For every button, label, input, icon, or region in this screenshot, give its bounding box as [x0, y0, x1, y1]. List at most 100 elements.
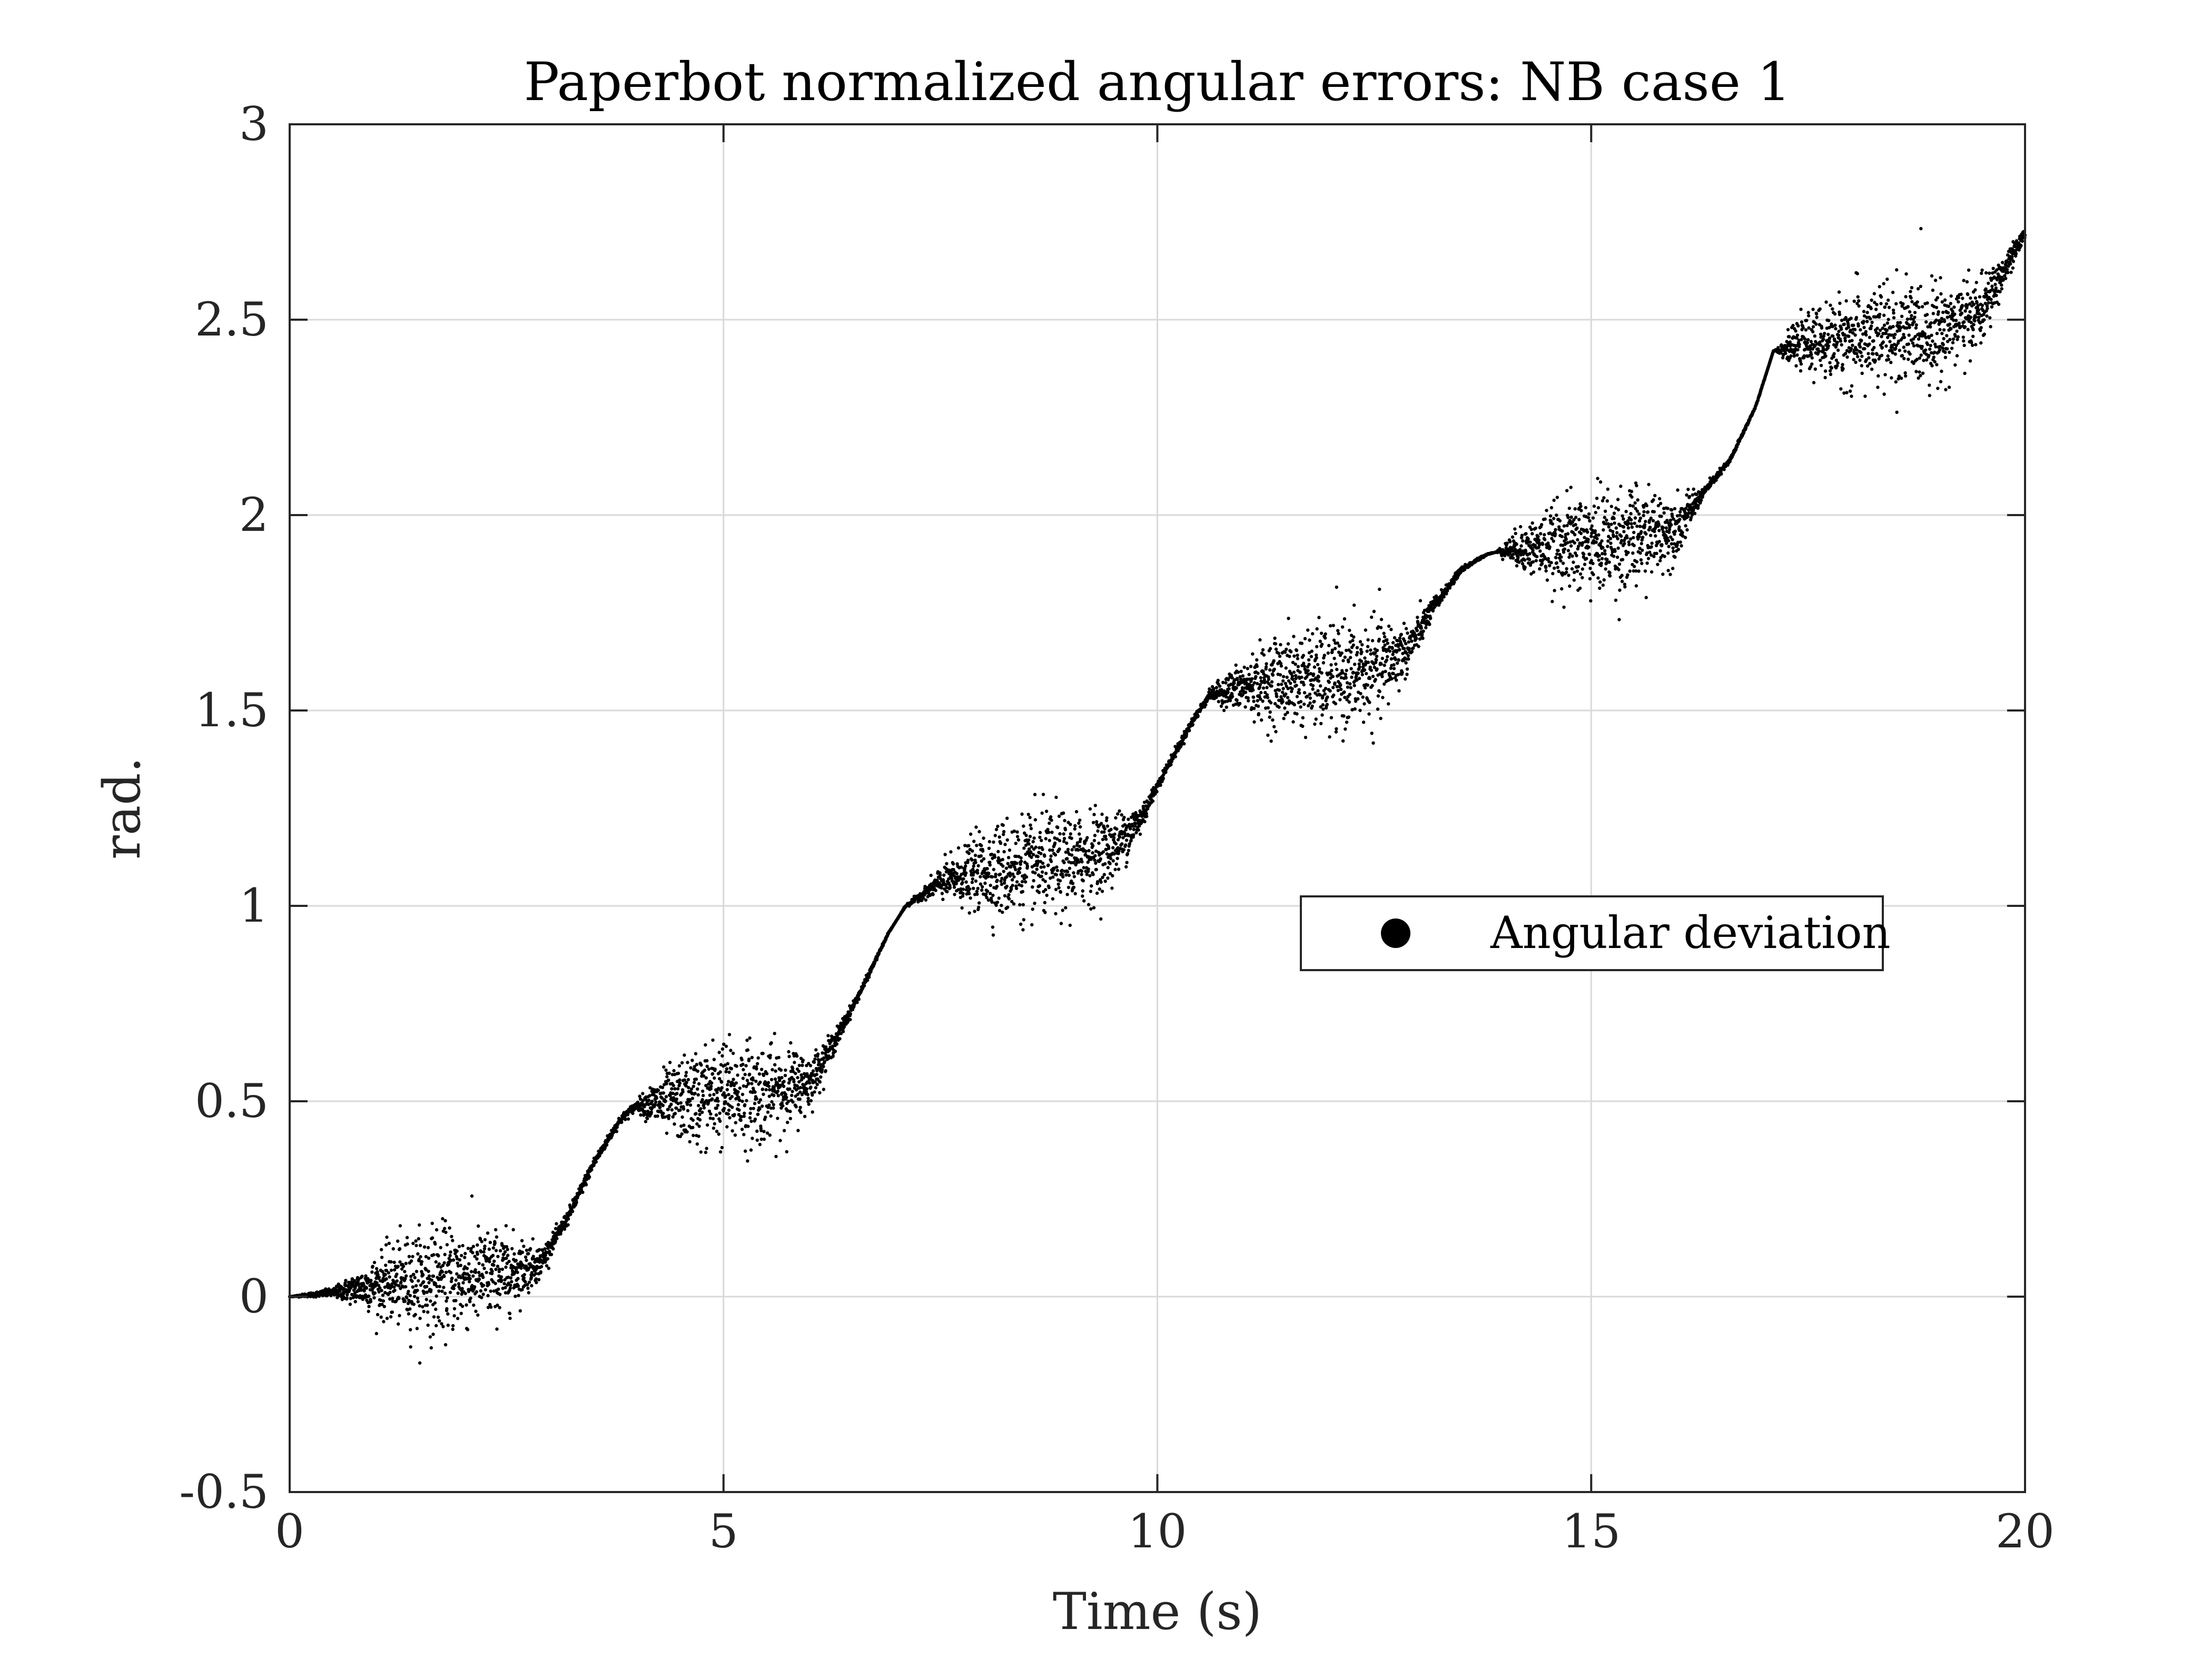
data-point: [952, 885, 956, 889]
data-point: [1355, 646, 1359, 649]
data-point: [762, 1092, 765, 1096]
data-point: [1336, 641, 1339, 645]
data-point: [1392, 667, 1396, 670]
data-point: [1277, 651, 1280, 655]
data-point: [1366, 683, 1369, 687]
data-point: [1033, 871, 1037, 875]
data-point: [1407, 657, 1410, 661]
data-point: [388, 1290, 392, 1295]
data-point: [705, 1059, 709, 1063]
data-point: [1096, 829, 1100, 833]
data-point: [1419, 626, 1423, 630]
data-point: [1271, 718, 1275, 722]
data-point: [1310, 704, 1314, 708]
data-point: [401, 1265, 406, 1268]
data-point: [1080, 860, 1084, 864]
data-point: [995, 901, 1000, 904]
data-point: [397, 1322, 400, 1326]
data-point: [1050, 831, 1054, 834]
data-point: [1281, 675, 1286, 678]
data-point: [1011, 884, 1014, 887]
data-point: [526, 1286, 530, 1290]
data-point: [1084, 850, 1088, 853]
data-point: [791, 1070, 795, 1073]
data-point: [667, 1078, 670, 1082]
data-point: [736, 1073, 739, 1077]
data-point: [421, 1305, 424, 1309]
data-point: [742, 1133, 746, 1137]
data-point: [757, 1072, 762, 1076]
data-point: [641, 1099, 645, 1102]
data-point: [1394, 658, 1398, 661]
data-point: [446, 1324, 450, 1327]
data-point: [375, 1281, 379, 1285]
data-point: [324, 1287, 328, 1291]
data-point: [790, 1093, 794, 1097]
data-point: [1065, 841, 1069, 845]
data-point: [1330, 669, 1334, 673]
data-point: [1117, 867, 1121, 871]
data-point: [970, 881, 974, 884]
data-point: [1235, 686, 1238, 690]
data-point: [1015, 830, 1019, 834]
data-point: [807, 1102, 811, 1106]
data-point: [1391, 641, 1395, 645]
data-point: [1286, 696, 1290, 699]
data-point: [1258, 638, 1262, 642]
data-point: [1254, 675, 1258, 679]
data-point: [1337, 650, 1341, 654]
data-point: [976, 886, 980, 891]
data-point: [977, 901, 981, 905]
data-point: [1266, 733, 1270, 737]
data-point: [367, 1294, 371, 1298]
data-point: [375, 1267, 379, 1271]
data-point: [726, 1062, 730, 1065]
data-point: [407, 1255, 411, 1258]
data-point: [1029, 827, 1033, 831]
data-point: [724, 1044, 728, 1048]
data-point: [443, 1219, 447, 1222]
data-point: [1002, 870, 1005, 873]
data-point: [498, 1292, 502, 1296]
data-point: [687, 1085, 690, 1090]
data-point: [1065, 893, 1069, 896]
data-point: [1018, 903, 1022, 907]
data-point: [667, 1114, 671, 1118]
data-point: [555, 1237, 559, 1240]
data-point: [1021, 903, 1025, 907]
data-point: [757, 1100, 761, 1104]
data-point: [372, 1260, 377, 1265]
data-point: [1406, 631, 1409, 635]
data-point: [533, 1260, 537, 1264]
data-point: [1023, 880, 1028, 884]
data-point: [1246, 696, 1250, 700]
data-point: [1182, 742, 1186, 746]
data-point: [717, 1087, 720, 1090]
data-point: [745, 1079, 749, 1082]
data-point: [427, 1269, 430, 1273]
data-point: [1012, 875, 1016, 879]
data-point: [451, 1239, 455, 1242]
data-point: [796, 1092, 800, 1096]
data-point: [744, 1149, 747, 1153]
data-point: [712, 1093, 716, 1097]
data-point: [443, 1227, 447, 1230]
data-point: [1289, 682, 1292, 685]
data-point: [1349, 650, 1353, 654]
data-point: [392, 1285, 396, 1289]
data-point: [1068, 866, 1072, 871]
data-point: [1273, 642, 1278, 646]
data-point: [1110, 886, 1114, 890]
data-point: [1054, 873, 1059, 877]
data-point: [679, 1101, 683, 1105]
data-point: [367, 1309, 370, 1314]
data-point: [1164, 771, 1168, 774]
data-point: [374, 1331, 378, 1336]
data-point: [387, 1271, 390, 1275]
data-point: [1331, 675, 1335, 678]
data-point: [799, 1110, 803, 1114]
data-point: [1518, 525, 1523, 529]
data-point: [403, 1270, 407, 1273]
data-point: [1302, 691, 1307, 695]
